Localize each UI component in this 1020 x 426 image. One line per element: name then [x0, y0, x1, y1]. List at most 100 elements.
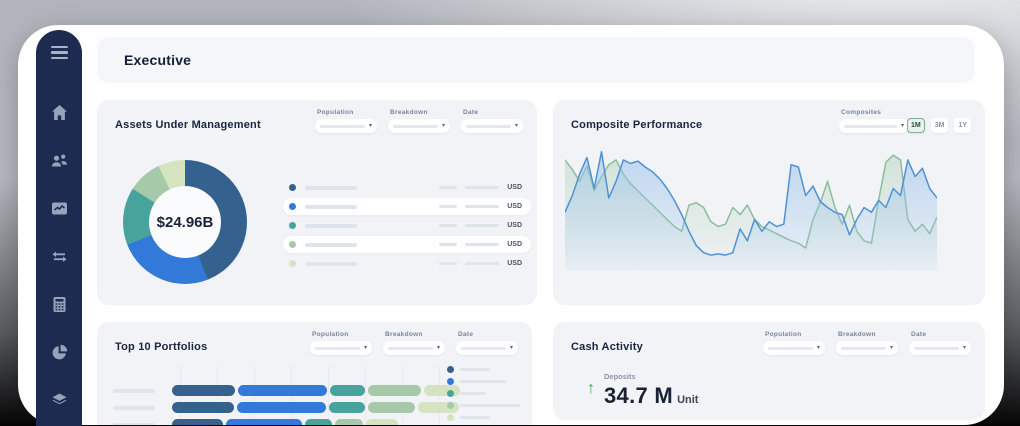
aum-total-value: $24.96B	[156, 213, 214, 231]
range-button-1y[interactable]: 1Y	[954, 117, 971, 133]
chevron-down-icon: ▾	[363, 345, 367, 351]
currency-label: USD	[507, 260, 522, 267]
filter-date[interactable]: Date ▾	[461, 109, 523, 133]
chevron-down-icon: ▾	[368, 123, 372, 129]
filter-population[interactable]: Population ▾	[310, 331, 372, 355]
stacked-bar	[172, 419, 398, 425]
date-dropdown[interactable]: ▾	[456, 341, 518, 355]
page-header: Executive	[97, 37, 975, 83]
legend-item	[447, 366, 520, 373]
breakdown-dropdown[interactable]: ▾	[836, 341, 898, 355]
filter-composites[interactable]: Composites ▾	[838, 109, 909, 133]
sidebar-item-calculator[interactable]	[50, 295, 69, 314]
card-assets-under-management: Assets Under Management Population ▾ Break…	[97, 100, 537, 305]
filter-breakdown[interactable]: Breakdown ▾	[836, 331, 898, 355]
dropdown-placeholder	[466, 124, 511, 128]
card-composite-performance: Composite Performance Composites ▾ 1M 3M 1…	[553, 100, 985, 305]
layers-icon	[52, 393, 66, 405]
chevron-down-icon: ▾	[889, 345, 893, 351]
sidebar-item-transfers[interactable]	[50, 247, 69, 266]
menu-icon[interactable]	[50, 46, 68, 60]
filter-population[interactable]: Population ▾	[763, 331, 825, 355]
bar-segment	[368, 385, 421, 396]
filter-date[interactable]: Date ▾	[456, 331, 518, 355]
calculator-icon	[53, 297, 65, 313]
sidebar-item-users[interactable]	[50, 151, 69, 170]
population-dropdown[interactable]: ▾	[315, 119, 377, 133]
transfers-icon	[52, 251, 66, 263]
aum-donut-hole: $24.96B	[149, 186, 221, 258]
legend-dot	[447, 378, 454, 385]
composite-card-title: Composite Performance	[571, 119, 703, 131]
bar-segment	[226, 419, 302, 425]
date-dropdown[interactable]: ▾	[909, 341, 971, 355]
aum-legend-row[interactable]: USD	[283, 255, 531, 272]
dropdown-placeholder	[843, 124, 897, 128]
breakdown-dropdown[interactable]: ▾	[383, 341, 445, 355]
chevron-down-icon: ▾	[436, 345, 440, 351]
filter-breakdown[interactable]: Breakdown ▾	[383, 331, 445, 355]
value-placeholder	[439, 186, 458, 189]
population-dropdown[interactable]: ▾	[310, 341, 372, 355]
top10-filter-group: Population ▾ Breakdown ▾ Date ▾	[310, 331, 518, 355]
population-dropdown[interactable]: ▾	[763, 341, 825, 355]
card-header: Cash Activity Population ▾ Breakdown ▾ Date ▾	[553, 322, 985, 366]
breakdown-dropdown[interactable]: ▾	[388, 119, 450, 133]
aum-legend-row[interactable]: USD	[283, 217, 531, 234]
chevron-down-icon: ▾	[962, 345, 966, 351]
top10-legend	[447, 366, 520, 421]
filter-label: Date	[458, 331, 474, 338]
aum-legend-list: USD USD USD USD USD	[283, 179, 531, 274]
range-button-1m[interactable]: 1M	[906, 117, 925, 133]
name-placeholder	[305, 204, 357, 209]
aum-row-values: USD	[439, 241, 522, 248]
range-toggle-group: 1M 3M 1Y	[906, 117, 971, 133]
dropdown-placeholder	[461, 346, 506, 350]
composites-dropdown[interactable]: ▾	[838, 119, 909, 133]
bar-segment	[424, 385, 460, 396]
legend-dot	[289, 203, 296, 210]
aum-legend-row[interactable]: USD	[283, 236, 531, 253]
card-header: Top 10 Portfolios Population ▾ Breakdown ▾ D…	[97, 322, 532, 366]
legend-label-placeholder	[460, 416, 490, 419]
deposits-value: 34.7 M	[604, 383, 674, 408]
filter-label: Breakdown	[390, 109, 428, 116]
bar-segment	[330, 385, 365, 396]
date-dropdown[interactable]: ▾	[461, 119, 523, 133]
value-placeholder	[439, 262, 458, 265]
bar-segment	[418, 402, 459, 413]
composite-blue-line	[565, 150, 937, 256]
aum-legend-row[interactable]: USD	[283, 198, 531, 215]
pie-chart-icon	[52, 344, 67, 360]
filter-population[interactable]: Population ▾	[315, 109, 377, 133]
sidebar-item-layers[interactable]	[50, 391, 69, 410]
portfolio-bar-row	[113, 402, 459, 413]
range-button-3m[interactable]: 3M	[930, 117, 949, 133]
filter-breakdown[interactable]: Breakdown ▾	[388, 109, 450, 133]
filter-date[interactable]: Date ▾	[909, 331, 971, 355]
portfolio-bar-row	[113, 385, 460, 396]
legend-dot	[289, 184, 296, 191]
legend-dot	[289, 241, 296, 248]
name-placeholder	[305, 185, 357, 190]
aum-legend-row[interactable]: USD	[283, 179, 531, 196]
dropdown-placeholder	[315, 346, 360, 350]
name-placeholder	[305, 261, 357, 266]
name-placeholder	[305, 242, 357, 247]
bar-segment	[329, 402, 365, 413]
filter-label: Population	[765, 331, 802, 338]
aum-donut-chart: $24.96B	[123, 160, 247, 284]
sidebar-item-performance-chart[interactable]	[50, 199, 69, 218]
stacked-bar	[172, 385, 460, 396]
card-header: Composite Performance Composites ▾ 1M 3M 1…	[553, 100, 985, 144]
bar-segment	[238, 385, 327, 396]
app-window: Executive Assets Under Management Popula…	[18, 25, 1004, 425]
composite-performance-chart	[565, 150, 937, 270]
home-icon	[51, 105, 67, 121]
sidebar-item-home[interactable]	[50, 103, 69, 122]
filter-label: Date	[911, 331, 927, 338]
legend-label-placeholder	[460, 404, 520, 407]
sidebar-item-pie-chart[interactable]	[50, 343, 69, 362]
value-placeholder	[439, 243, 458, 246]
filter-label: Date	[463, 109, 479, 116]
